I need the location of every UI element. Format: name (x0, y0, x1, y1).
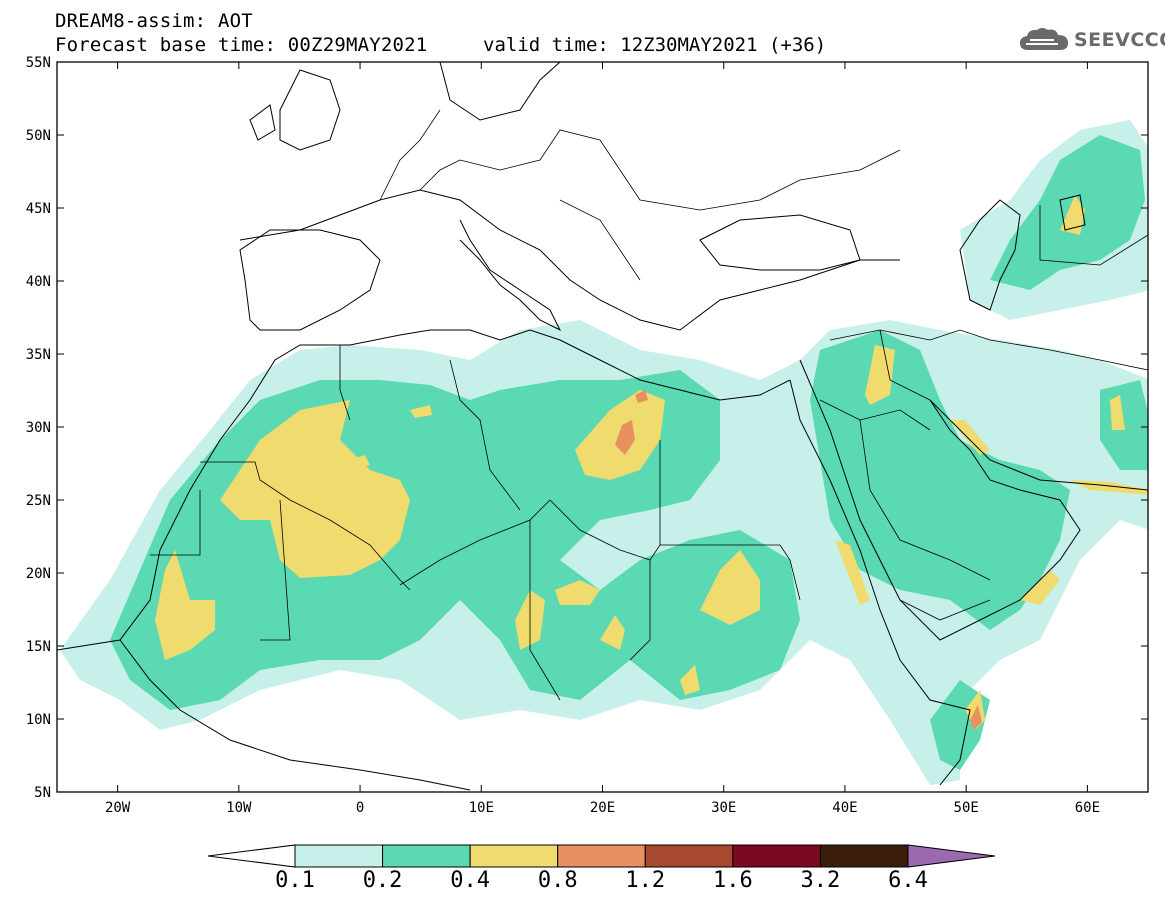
lat-label-40N: 40N (26, 274, 51, 290)
lon-label-10W: 10W (226, 800, 252, 816)
logo-text: SEEVCCC (1074, 29, 1165, 51)
lat-label-15N: 15N (26, 639, 51, 655)
lat-label-20N: 20N (26, 566, 51, 582)
colorbar-over-triangle (907, 844, 996, 868)
colorbar-label-0.8: 0.8 (537, 868, 578, 893)
forecast-base-time: Forecast base time: 00Z29MAY2021 (55, 34, 428, 56)
lon-label-50E: 50E (954, 800, 979, 816)
colorbar-label-6.4: 6.4 (888, 868, 928, 893)
lon-label-20W: 20W (105, 800, 131, 816)
colorbar-swatch-5 (732, 844, 821, 868)
lat-label-25N: 25N (26, 493, 51, 509)
colorbar-label-0.4: 0.4 (450, 868, 491, 893)
colorbar-swatch-4 (644, 844, 734, 868)
coastlines (57, 62, 1148, 791)
colorbar (207, 844, 996, 868)
lon-label-0: 0 (356, 800, 364, 816)
lon-label-30E: 30E (711, 800, 736, 816)
map-title: DREAM8-assim: AOT (55, 10, 253, 32)
latitude-ticks: 5N 10N 15N 20N 25N 30N 35N 40N 45N 50N 55N (26, 55, 1148, 801)
lon-label-40E: 40E (832, 800, 857, 816)
cloud-icon (1020, 28, 1068, 50)
colorbar-label-0.1: 0.1 (275, 868, 315, 893)
longitude-ticks: 20W 10W 0 10E 20E 30E 40E 50E 60E (105, 62, 1100, 816)
colorbar-swatch-6 (819, 844, 909, 868)
colorbar-label-0.2: 0.2 (362, 868, 403, 893)
lat-label-10N: 10N (26, 712, 51, 728)
valid-time: valid time: 12Z30MAY2021 (+36) (483, 34, 827, 56)
aot-contour-0.8 (615, 390, 982, 730)
lat-label-30N: 30N (26, 420, 51, 436)
colorbar-label-3.2: 3.2 (800, 868, 841, 893)
lat-label-45N: 45N (26, 201, 51, 217)
lat-label-5N: 5N (34, 785, 51, 801)
colorbar-swatch-1 (382, 844, 471, 868)
country-borders (150, 109, 1148, 701)
colorbar-swatch-2 (469, 844, 559, 868)
colorbar-swatch-3 (557, 844, 646, 868)
lon-label-10E: 10E (469, 800, 494, 816)
lon-label-20E: 20E (590, 800, 615, 816)
lat-label-35N: 35N (26, 347, 51, 363)
colorbar-label-1.6: 1.6 (712, 868, 753, 893)
seevccc-logo: SEEVCCC (1018, 26, 1165, 54)
lat-label-55N: 55N (26, 55, 51, 71)
colorbar-label-1.2: 1.2 (625, 868, 666, 893)
lon-label-60E: 60E (1075, 800, 1100, 816)
colorbar-under-triangle (207, 844, 296, 868)
lat-label-50N: 50N (26, 128, 51, 144)
colorbar-swatch-0 (294, 844, 384, 868)
